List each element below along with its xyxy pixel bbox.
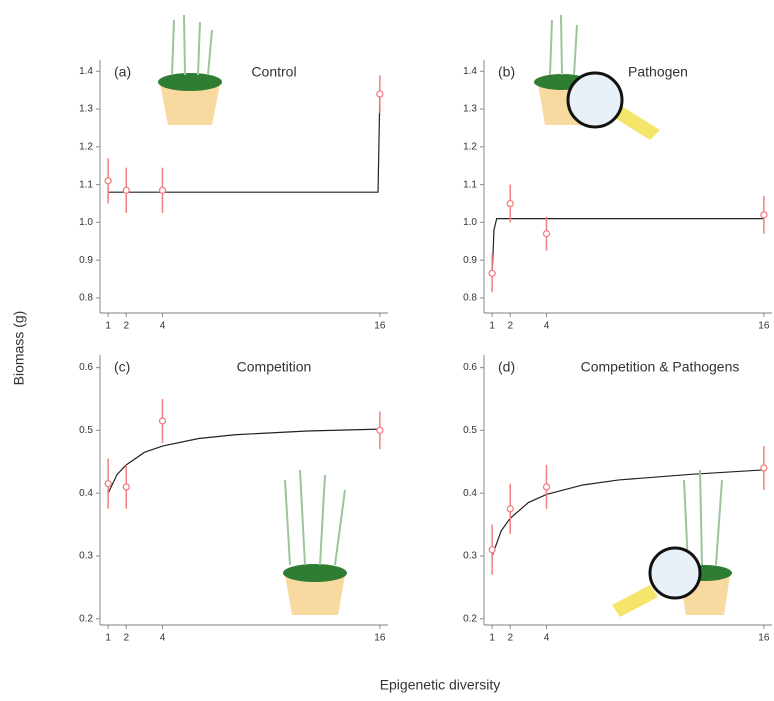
x-tick-label: 1	[105, 321, 111, 332]
point	[104, 480, 112, 488]
y-tick-label: 1.0	[79, 217, 93, 228]
x-tick-label: 2	[507, 321, 513, 332]
point	[542, 483, 551, 491]
y-tick-label: 0.2	[79, 613, 93, 624]
y-tick-label: 1.0	[463, 217, 477, 228]
x-tick-label: 16	[758, 633, 770, 644]
fit-line	[108, 93, 381, 193]
x-tick-label: 16	[374, 633, 386, 644]
plant-pot-b	[534, 14, 660, 140]
y-tick-label: 0.8	[463, 293, 477, 304]
panel-title: Competition	[237, 359, 312, 375]
panel-label: (a)	[114, 64, 131, 80]
y-tick-label: 1.2	[463, 141, 477, 152]
x-tick-label: 2	[507, 633, 513, 644]
x-axis-label: Epigenetic diversity	[380, 677, 501, 693]
point	[506, 505, 514, 513]
point	[488, 546, 496, 554]
x-tick-label: 2	[123, 321, 129, 332]
y-tick-label: 0.2	[463, 613, 477, 624]
y-tick-label: 0.6	[79, 362, 93, 373]
fit-line	[491, 469, 764, 557]
x-tick-label: 16	[374, 321, 386, 332]
y-tick-label: 1.4	[463, 66, 477, 77]
plant-pot-d	[612, 469, 732, 617]
point	[760, 211, 768, 219]
x-tick-label: 1	[489, 321, 495, 332]
point	[542, 230, 551, 238]
x-tick-label: 4	[544, 321, 550, 332]
point	[376, 426, 384, 434]
y-tick-label: 0.9	[463, 255, 477, 266]
panel-label: (c)	[114, 359, 130, 375]
y-tick-label: 0.4	[79, 488, 93, 499]
y-tick-label: 1.1	[79, 179, 93, 190]
x-tick-label: 16	[758, 321, 770, 332]
y-axis-label: Biomass (g)	[11, 311, 27, 386]
point	[158, 417, 167, 425]
point	[122, 483, 130, 491]
panel-title: Control	[251, 64, 296, 80]
x-tick-label: 4	[160, 633, 166, 644]
panel-label: (b)	[498, 64, 515, 80]
point	[122, 186, 130, 194]
point	[376, 90, 384, 98]
x-tick-label: 4	[160, 321, 166, 332]
panel-title: Pathogen	[628, 64, 688, 80]
y-tick-label: 0.3	[463, 551, 477, 562]
point	[158, 186, 167, 194]
x-tick-label: 4	[544, 633, 550, 644]
y-tick-label: 0.3	[79, 551, 93, 562]
y-tick-label: 0.5	[463, 425, 477, 436]
y-tick-label: 0.8	[79, 293, 93, 304]
point	[506, 199, 514, 208]
y-tick-label: 0.6	[463, 362, 477, 373]
y-tick-label: 1.2	[79, 141, 93, 152]
point	[760, 464, 768, 472]
x-tick-label: 2	[123, 633, 129, 644]
x-tick-label: 1	[489, 633, 495, 644]
y-tick-label: 0.5	[79, 425, 93, 436]
point	[104, 177, 112, 185]
y-tick-label: 1.4	[79, 66, 93, 77]
y-tick-label: 1.3	[79, 104, 93, 115]
panel-label: (d)	[498, 359, 515, 375]
plant-pot-c	[283, 469, 347, 615]
panel-title: Competition & Pathogens	[581, 359, 740, 375]
y-tick-label: 0.4	[463, 488, 477, 499]
fit-line	[491, 217, 764, 276]
y-tick-label: 1.3	[463, 104, 477, 115]
fit-line	[107, 428, 380, 494]
y-tick-label: 0.9	[79, 255, 93, 266]
y-tick-label: 1.1	[463, 179, 477, 190]
point	[488, 269, 496, 278]
x-tick-label: 1	[105, 633, 111, 644]
plant-pot-a	[158, 14, 222, 125]
